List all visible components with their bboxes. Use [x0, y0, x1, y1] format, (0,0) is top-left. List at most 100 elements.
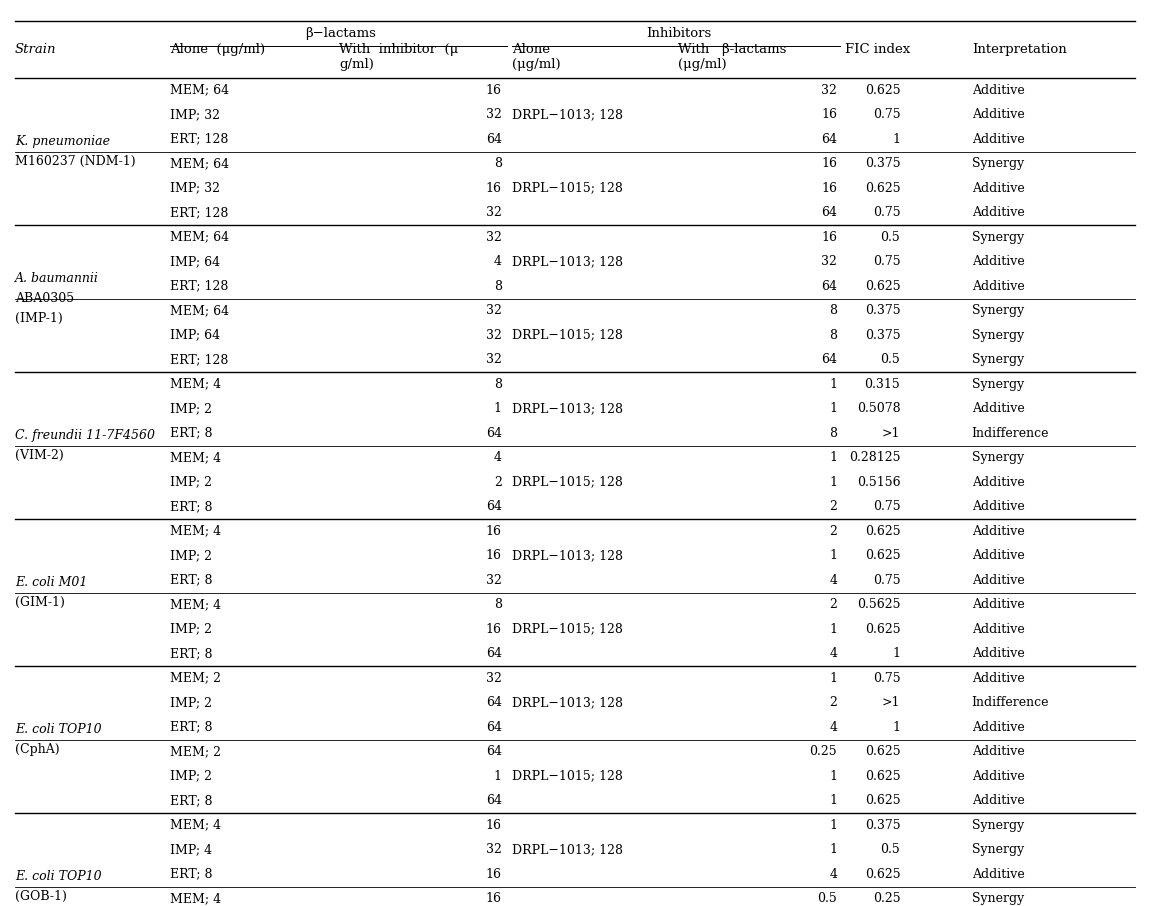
Text: Synergy: Synergy [972, 892, 1024, 905]
Text: 1: 1 [829, 671, 837, 685]
Text: IMP; 4: IMP; 4 [170, 843, 213, 856]
Text: IMP; 2: IMP; 2 [170, 622, 213, 636]
Text: IMP; 64: IMP; 64 [170, 255, 221, 268]
Text: 64: 64 [821, 133, 837, 146]
Text: E. coli TOP10: E. coli TOP10 [15, 723, 101, 736]
Text: MEM; 64: MEM; 64 [170, 83, 229, 97]
Text: Inhibitors: Inhibitors [646, 27, 711, 41]
Text: 16: 16 [485, 182, 501, 195]
Text: Indifference: Indifference [972, 427, 1049, 439]
Text: IMP; 2: IMP; 2 [170, 549, 213, 563]
Text: 8: 8 [493, 280, 501, 293]
Text: MEM; 4: MEM; 4 [170, 378, 221, 390]
Text: Synergy: Synergy [972, 158, 1024, 170]
Text: M160237 (NDM-1): M160237 (NDM-1) [15, 155, 136, 168]
Text: DRPL−1013; 128: DRPL−1013; 128 [512, 843, 623, 856]
Text: 32: 32 [486, 329, 501, 342]
Text: 16: 16 [485, 868, 501, 881]
Text: ERT; 128: ERT; 128 [170, 207, 229, 219]
Text: (IMP-1): (IMP-1) [15, 312, 63, 325]
Text: MEM; 4: MEM; 4 [170, 451, 221, 464]
Text: Interpretation: Interpretation [972, 43, 1066, 56]
Text: 32: 32 [821, 255, 837, 268]
Text: 1: 1 [493, 770, 501, 783]
Text: 0.25: 0.25 [810, 746, 837, 758]
Text: 16: 16 [485, 819, 501, 832]
Text: 1: 1 [829, 378, 837, 390]
Text: DRPL−1013; 128: DRPL−1013; 128 [512, 402, 623, 415]
Text: ERT; 8: ERT; 8 [170, 868, 213, 881]
Text: Additive: Additive [972, 671, 1025, 685]
Text: MEM; 4: MEM; 4 [170, 819, 221, 832]
Text: 1: 1 [829, 843, 837, 856]
Text: DRPL−1013; 128: DRPL−1013; 128 [512, 549, 623, 563]
Text: 16: 16 [485, 622, 501, 636]
Text: ERT; 128: ERT; 128 [170, 280, 229, 293]
Text: Synergy: Synergy [972, 231, 1024, 244]
Text: 2: 2 [829, 696, 837, 709]
Text: MEM; 64: MEM; 64 [170, 158, 229, 170]
Text: 8: 8 [829, 329, 837, 342]
Text: ERT; 8: ERT; 8 [170, 500, 213, 514]
Text: 64: 64 [485, 427, 501, 439]
Text: Additive: Additive [972, 868, 1025, 881]
Text: ERT; 8: ERT; 8 [170, 427, 213, 439]
Text: IMP; 64: IMP; 64 [170, 329, 221, 342]
Text: (GIM-1): (GIM-1) [15, 596, 64, 609]
Text: 0.375: 0.375 [865, 158, 900, 170]
Text: 2: 2 [493, 476, 501, 488]
Text: 16: 16 [821, 158, 837, 170]
Text: Synergy: Synergy [972, 353, 1024, 366]
Text: 0.625: 0.625 [865, 83, 900, 97]
Text: ERT; 128: ERT; 128 [170, 133, 229, 146]
Text: (CphA): (CphA) [15, 743, 60, 756]
Text: Additive: Additive [972, 207, 1025, 219]
Text: MEM; 4: MEM; 4 [170, 525, 221, 538]
Text: 0.75: 0.75 [873, 573, 900, 587]
Text: 64: 64 [485, 795, 501, 807]
Text: 0.75: 0.75 [873, 108, 900, 121]
Text: 32: 32 [821, 83, 837, 97]
Text: 16: 16 [821, 108, 837, 121]
Text: Additive: Additive [972, 746, 1025, 758]
Text: 8: 8 [493, 158, 501, 170]
Text: Synergy: Synergy [972, 843, 1024, 856]
Text: DRPL−1015; 128: DRPL−1015; 128 [512, 329, 622, 342]
Text: Synergy: Synergy [972, 819, 1024, 832]
Text: 32: 32 [486, 108, 501, 121]
Text: 4: 4 [829, 868, 837, 881]
Text: 32: 32 [486, 231, 501, 244]
Text: 4: 4 [829, 721, 837, 734]
Text: E. coli TOP10: E. coli TOP10 [15, 870, 101, 883]
Text: IMP; 2: IMP; 2 [170, 770, 213, 783]
Text: Additive: Additive [972, 549, 1025, 563]
Text: 0.625: 0.625 [865, 746, 900, 758]
Text: Additive: Additive [972, 108, 1025, 121]
Text: 64: 64 [821, 280, 837, 293]
Text: 0.75: 0.75 [873, 207, 900, 219]
Text: 32: 32 [486, 843, 501, 856]
Text: 32: 32 [486, 573, 501, 587]
Text: 1: 1 [892, 647, 900, 660]
Text: 0.5: 0.5 [881, 843, 900, 856]
Text: 1: 1 [829, 402, 837, 415]
Text: DRPL−1015; 128: DRPL−1015; 128 [512, 622, 622, 636]
Text: 64: 64 [821, 207, 837, 219]
Text: With  inhibitor  (μ
g/ml): With inhibitor (μ g/ml) [339, 43, 459, 71]
Text: ERT; 8: ERT; 8 [170, 647, 213, 660]
Text: IMP; 2: IMP; 2 [170, 402, 213, 415]
Text: Additive: Additive [972, 182, 1025, 195]
Text: 8: 8 [493, 378, 501, 390]
Text: (VIM-2): (VIM-2) [15, 449, 63, 462]
Text: 0.625: 0.625 [865, 182, 900, 195]
Text: C. freundii 11-7F4560: C. freundii 11-7F4560 [15, 429, 155, 442]
Text: ABA0305: ABA0305 [15, 292, 74, 305]
Text: Additive: Additive [972, 500, 1025, 514]
Text: Alone
(μg/ml): Alone (μg/ml) [512, 43, 560, 71]
Text: 0.5: 0.5 [881, 231, 900, 244]
Text: 0.75: 0.75 [873, 671, 900, 685]
Text: ERT; 128: ERT; 128 [170, 353, 229, 366]
Text: (GOB-1): (GOB-1) [15, 890, 67, 903]
Text: 1: 1 [493, 402, 501, 415]
Text: 16: 16 [485, 892, 501, 905]
